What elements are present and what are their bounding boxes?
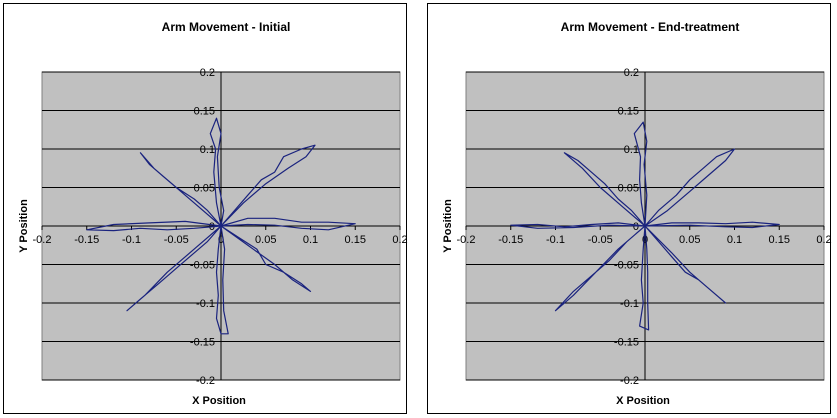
y-tick-label: 0.15	[194, 106, 215, 118]
y-tick-label: -0.05	[614, 260, 639, 272]
trajectory-line	[510, 222, 646, 229]
x-tick-label: -0.05	[164, 234, 189, 246]
y-tick-label: -0.05	[190, 260, 215, 272]
y-tick-label: -0.15	[190, 337, 215, 349]
y-tick-label: 0.2	[200, 67, 215, 79]
trajectory-line	[633, 121, 648, 227]
trajectory-line	[639, 225, 650, 331]
y-tick-label: 0.15	[618, 106, 639, 118]
x-tick-label: 0.15	[345, 234, 366, 246]
x-axis-title: X Position	[616, 395, 670, 407]
x-tick-label: -0.2	[33, 234, 52, 246]
y-tick-label: -0.2	[620, 375, 639, 387]
x-tick-label: -0.15	[498, 234, 523, 246]
y-axis-title: Y Position	[442, 199, 454, 253]
chart-panel-end-treatment: Arm Movement - End-treatment 0.2 0.15 0.1 0.…	[427, 3, 832, 414]
x-tick-label: 0.1	[303, 234, 318, 246]
trajectory-line	[220, 217, 356, 231]
trajectory-line	[644, 148, 736, 227]
chart-svg-initial: Arm Movement - Initial 0.2 0.15 0.1 0.05 0 -0.…	[18, 20, 408, 407]
x-tick-label: -0.05	[588, 234, 613, 246]
x-tick-label: -0.2	[457, 234, 476, 246]
trajectory-line	[86, 220, 222, 232]
y-tick-label: 0.2	[624, 67, 639, 79]
y-axis-title: Y Position	[18, 199, 30, 253]
x-tick-label: 0	[642, 234, 648, 246]
y-tick-label: 0	[633, 221, 639, 233]
trajectory-line	[220, 144, 316, 227]
x-tick-label: 0.05	[255, 234, 276, 246]
x-tick-label: -0.15	[74, 234, 99, 246]
chart-panel-initial: Arm Movement - Initial 0.2 0.15 0.1 0.05 0 -0.…	[3, 3, 408, 414]
trajectory-line	[563, 152, 646, 227]
x-tick-label: 0.15	[769, 234, 790, 246]
trajectory-line	[554, 225, 646, 312]
x-tick-label: -0.1	[546, 234, 565, 246]
y-tick-label: 0.05	[194, 183, 215, 195]
x-tick-label: 0.1	[727, 234, 742, 246]
chart-svg-end-treatment: Arm Movement - End-treatment 0.2 0.15 0.1 0.…	[442, 20, 832, 407]
trajectory-line	[139, 152, 222, 227]
y-tick-label: 0.1	[200, 144, 215, 156]
x-tick-label: 0	[218, 234, 224, 246]
trajectory-line	[215, 225, 229, 335]
y-tick-label: -0.1	[620, 298, 639, 310]
trajectory-line	[220, 225, 312, 292]
y-tick-label: 0.1	[624, 144, 639, 156]
y-tick-label: -0.1	[196, 298, 215, 310]
x-tick-label: 0.2	[816, 234, 831, 246]
chart-title: Arm Movement - End-treatment	[561, 20, 740, 34]
y-tick-label: -0.15	[614, 337, 639, 349]
y-tick-label: 0.05	[618, 183, 639, 195]
x-axis-title: X Position	[192, 395, 246, 407]
x-tick-label: -0.1	[122, 234, 141, 246]
y-tick-label: -0.2	[196, 375, 215, 387]
trajectory-line	[644, 221, 780, 229]
trajectory-line	[126, 225, 222, 312]
trajectory-line	[644, 225, 727, 304]
x-tick-label: 0.05	[679, 234, 700, 246]
trajectory-line	[209, 117, 225, 227]
x-tick-label: 0.2	[392, 234, 407, 246]
chart-title: Arm Movement - Initial	[162, 20, 291, 34]
